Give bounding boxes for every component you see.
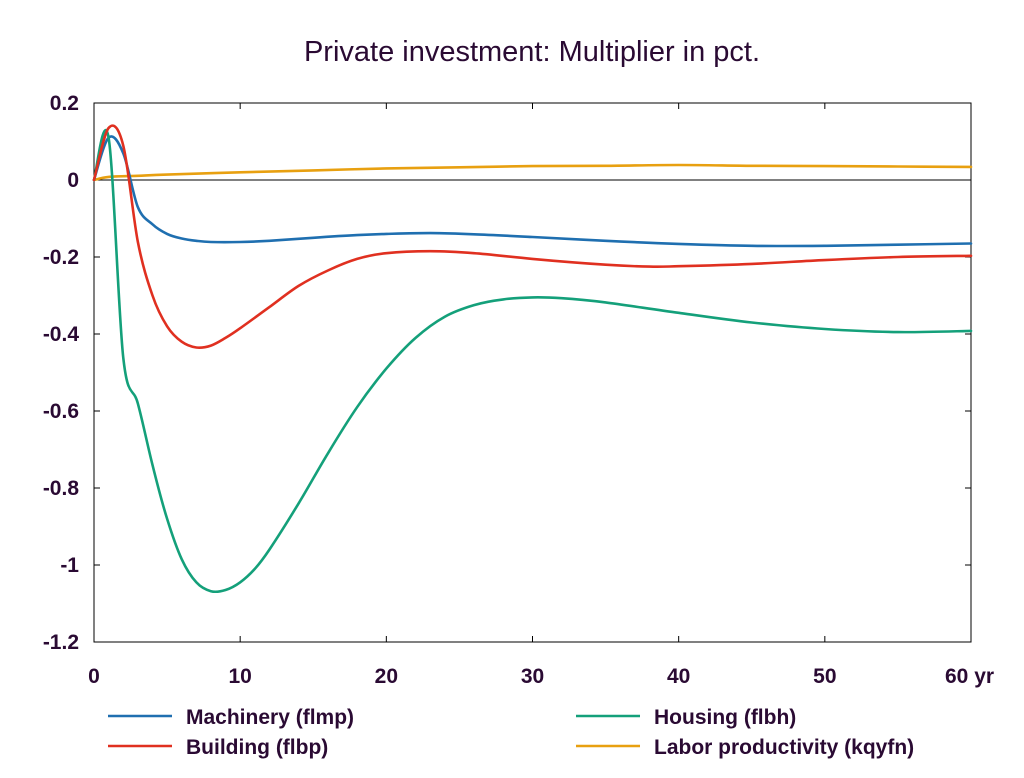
series-line-machinery-flmp <box>92 135 973 248</box>
x-tick-label: 60 yr <box>945 665 994 688</box>
x-tick-label: 0 <box>88 665 100 688</box>
legend-label: Labor productivity (kqyfn) <box>654 736 914 759</box>
x-tick-label: 30 <box>521 665 544 688</box>
y-tick-label: -0.8 <box>43 477 80 500</box>
y-tick-label: 0 <box>67 169 79 192</box>
x-tick-label: 40 <box>667 665 690 688</box>
x-tick-label: 20 <box>375 665 398 688</box>
legend-label: Machinery (flmp) <box>186 706 354 729</box>
y-tick-label: -0.2 <box>43 246 79 269</box>
y-tick-label: 0.2 <box>50 92 79 115</box>
x-tick-label: 50 <box>813 665 836 688</box>
y-tick-label: -1 <box>60 554 79 577</box>
legend-label: Building (flbp) <box>186 736 328 759</box>
chart-title: Private investment: Multiplier in pct. <box>304 36 760 68</box>
x-tick-label: 10 <box>228 665 251 688</box>
plot-area-frame <box>93 102 972 643</box>
axis-ticks: 0.2 0 -0.2 -0.4 -0.6 -0.8 -1 -1.2 0 10 20 30 40 50 60 … <box>43 92 994 688</box>
y-tick-label: -0.6 <box>43 400 79 423</box>
y-tick-label: -0.4 <box>43 323 80 346</box>
series-line-housing-flbh <box>92 128 973 594</box>
series-line-labor-productivity-kqyfn <box>92 163 973 182</box>
y-tick-label: -1.2 <box>43 631 79 654</box>
series-lines <box>92 124 973 594</box>
legend: Machinery (flmp) Building (flbp) Housing (… <box>108 706 914 759</box>
legend-label: Housing (flbh) <box>654 706 796 729</box>
series-line-building-flbp <box>92 124 973 349</box>
